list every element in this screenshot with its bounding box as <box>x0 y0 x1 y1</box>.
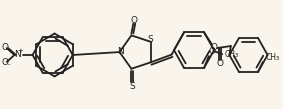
Text: N: N <box>14 49 21 59</box>
Text: O: O <box>131 16 138 25</box>
Text: S: S <box>130 82 135 91</box>
Text: O: O <box>208 47 215 56</box>
Text: N: N <box>117 47 124 56</box>
Text: CH₃: CH₃ <box>225 50 239 59</box>
Text: CH₃: CH₃ <box>266 53 280 62</box>
Text: O: O <box>217 59 224 68</box>
Text: S: S <box>148 35 153 44</box>
Text: -: - <box>7 61 10 67</box>
Text: +: + <box>17 48 23 54</box>
Text: O: O <box>1 58 8 67</box>
Text: O: O <box>1 43 8 52</box>
Text: O: O <box>210 43 217 53</box>
